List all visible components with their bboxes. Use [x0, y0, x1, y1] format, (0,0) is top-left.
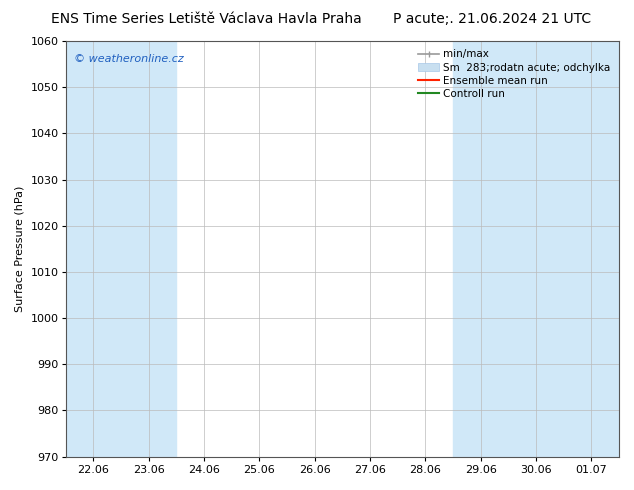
Text: © weatheronline.cz: © weatheronline.cz: [74, 53, 184, 64]
Y-axis label: Surface Pressure (hPa): Surface Pressure (hPa): [15, 186, 25, 312]
Text: P acute;. 21.06.2024 21 UTC: P acute;. 21.06.2024 21 UTC: [393, 12, 591, 26]
Legend: min/max, Sm  283;rodatn acute; odchylka, Ensemble mean run, Controll run: min/max, Sm 283;rodatn acute; odchylka, …: [415, 46, 614, 102]
Bar: [66, 41, 176, 457]
Text: ENS Time Series Letiště Václava Havla Praha: ENS Time Series Letiště Václava Havla Pr…: [51, 12, 361, 26]
Bar: [453, 41, 619, 457]
